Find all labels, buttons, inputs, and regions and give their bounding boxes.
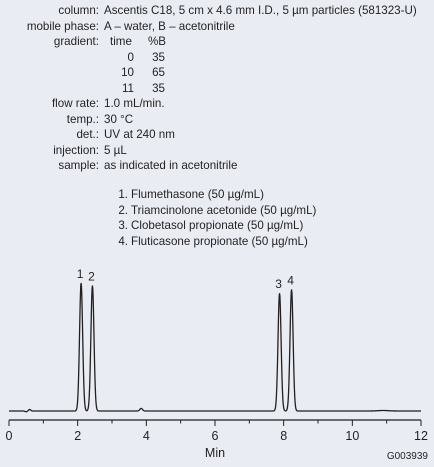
condition-label: column: bbox=[58, 4, 99, 17]
x-tick-label-8: 8 bbox=[280, 429, 287, 443]
peak-legend-item: 4. Fluticasone propionate (50 µg/mL) bbox=[0, 234, 434, 250]
condition-label: injection: bbox=[53, 143, 99, 157]
peak-name: Clobetasol propionate (50 µg/mL) bbox=[131, 219, 304, 232]
peak-legend-item: 3. Clobetasol propionate (50 µg/mL) bbox=[0, 218, 434, 234]
peak-label-1: 1 bbox=[77, 267, 84, 281]
chromatographic-conditions: column: Ascentis C18, 5 cm x 4.6 mm I.D.… bbox=[0, 3, 434, 174]
peak-number: 3. bbox=[118, 219, 128, 232]
gradient-time: 11 bbox=[121, 81, 134, 95]
peak-name: Triamcinolone acetonide (50 µg/mL) bbox=[131, 203, 317, 217]
gradient-header-percent-b: %B bbox=[148, 35, 167, 48]
condition-label: gradient: bbox=[53, 35, 99, 48]
condition-value: UV at 240 nm bbox=[104, 128, 175, 141]
condition-row-detection: det.: UV at 240 nm bbox=[0, 127, 434, 143]
peak-name: Fluticasone propionate (50 µg/mL) bbox=[131, 234, 308, 248]
x-tick-label-6: 6 bbox=[212, 429, 219, 443]
condition-row-flow-rate: flow rate: 1.0 mL/min. bbox=[0, 96, 434, 112]
condition-row-mobile-phase: mobile phase: A – water, B – acetonitril… bbox=[0, 19, 434, 35]
gradient-row: 10 65 bbox=[0, 65, 434, 81]
condition-label: flow rate: bbox=[51, 97, 99, 110]
gradient-row: 11 35 bbox=[0, 81, 434, 97]
condition-value: 30 °C bbox=[104, 112, 134, 126]
gradient-row: 0 35 bbox=[0, 50, 434, 66]
condition-value: A – water, B – acetonitrile bbox=[104, 19, 235, 33]
condition-label: det.: bbox=[76, 128, 99, 141]
condition-value: Ascentis C18, 5 cm x 4.6 mm I.D., 5 µm p… bbox=[104, 4, 417, 17]
peak-label-2: 2 bbox=[88, 270, 95, 284]
gradient-time: 10 bbox=[121, 66, 134, 79]
figure-code: G003939 bbox=[386, 451, 428, 462]
peak-number: 2. bbox=[118, 203, 128, 217]
x-tick-label-4: 4 bbox=[143, 429, 150, 443]
x-axis-title: Min bbox=[205, 446, 225, 460]
gradient-percent-b: 65 bbox=[152, 66, 165, 79]
x-tick-label-2: 2 bbox=[74, 429, 81, 443]
peak-legend: 1. Flumethasone (50 µg/mL) 2. Triamcinol… bbox=[0, 187, 434, 249]
gradient-header-time: time bbox=[110, 35, 132, 48]
condition-label: temp.: bbox=[66, 112, 99, 126]
condition-value: as indicated in acetonitrile bbox=[104, 159, 238, 172]
gradient-percent-b: 35 bbox=[152, 81, 165, 95]
condition-value: 1.0 mL/min. bbox=[104, 97, 165, 110]
condition-label: sample: bbox=[58, 159, 99, 172]
x-tick-label-0: 0 bbox=[6, 429, 13, 443]
condition-value: 5 µL bbox=[104, 143, 127, 157]
peak-label-3: 3 bbox=[275, 277, 282, 291]
condition-row-gradient: gradient: time %B bbox=[0, 34, 434, 50]
condition-row-sample: sample: as indicated in acetonitrile bbox=[0, 158, 434, 174]
peak-name: Flumethasone (50 µg/mL) bbox=[131, 188, 264, 201]
condition-row-temp: temp.: 30 °C bbox=[0, 112, 434, 128]
x-tick-label-12: 12 bbox=[414, 429, 428, 443]
x-tick-label-10: 10 bbox=[345, 429, 359, 443]
gradient-time: 0 bbox=[127, 50, 134, 64]
peak-label-4: 4 bbox=[287, 273, 294, 287]
peak-number: 1. bbox=[118, 188, 128, 201]
chromatogram-trace bbox=[9, 282, 421, 413]
peak-legend-item: 2. Triamcinolone acetonide (50 µg/mL) bbox=[0, 203, 434, 219]
gradient-percent-b: 35 bbox=[152, 50, 165, 64]
peak-number: 4. bbox=[118, 234, 128, 248]
condition-row-injection: injection: 5 µL bbox=[0, 143, 434, 159]
peak-legend-item: 1. Flumethasone (50 µg/mL) bbox=[0, 187, 434, 203]
condition-row-column: column: Ascentis C18, 5 cm x 4.6 mm I.D.… bbox=[0, 3, 434, 19]
condition-label: mobile phase: bbox=[26, 19, 99, 33]
